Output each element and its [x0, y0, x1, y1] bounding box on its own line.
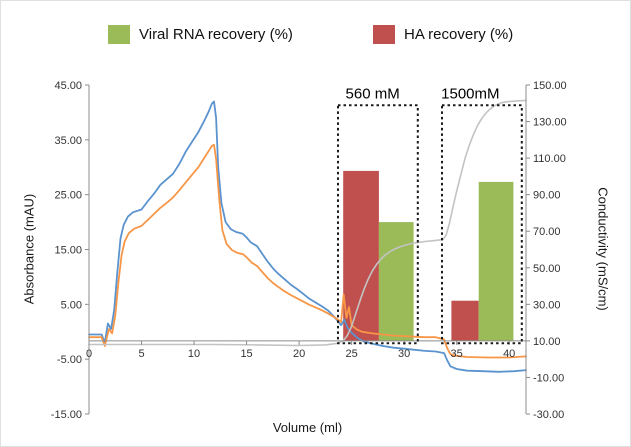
right-tick-label: 150.00 — [533, 80, 567, 92]
x-axis-title: Volume (ml) — [272, 420, 343, 435]
x-tick-label: 5 — [138, 348, 144, 360]
x-tick-label: 25 — [345, 348, 357, 360]
left-tick-label: 25.00 — [54, 190, 82, 202]
x-tick-label: 10 — [188, 348, 200, 360]
recovery-bar-3 — [478, 181, 514, 341]
x-tick-label: 35 — [451, 348, 463, 360]
x-tick-label: 15 — [240, 348, 252, 360]
right-tick-label: 110.00 — [533, 153, 566, 165]
recovery-bar-2 — [451, 300, 479, 341]
elution-window-box-1 — [441, 104, 523, 345]
right-tick-label: 10.00 — [533, 336, 561, 348]
right-y-axis-title: Conductivity (mS/cm) — [595, 187, 611, 311]
recovery-bar-1 — [378, 222, 414, 341]
left-tick-label: -5.00 — [57, 354, 82, 366]
left-tick-label: 35.00 — [54, 135, 82, 147]
right-tick-label: 130.00 — [533, 117, 567, 129]
left-tick-label: 15.00 — [54, 245, 82, 257]
conductivity-trace-line — [88, 99, 527, 347]
x-tick-label: 30 — [398, 348, 410, 360]
right-tick-label: -30.00 — [533, 409, 564, 421]
absorbance-trace-blue-line — [88, 100, 527, 373]
viral-rna-legend-label: Viral RNA recovery (%) — [139, 26, 293, 43]
legend-item-ha: HA recovery (%) — [373, 25, 513, 44]
left-tick-label: 5.00 — [61, 299, 82, 311]
recovery-bar-0 — [343, 170, 379, 341]
concentration-label-0: 560 mM — [346, 85, 400, 102]
x-tick-label: 0 — [86, 348, 92, 360]
ha-legend-label: HA recovery (%) — [404, 26, 514, 43]
viral-rna-legend-swatch — [108, 25, 130, 44]
x-tick-label: 40 — [503, 348, 515, 360]
ha-legend-swatch — [373, 25, 395, 44]
left-tick-label: -15.00 — [51, 409, 82, 421]
right-tick-label: 90.00 — [533, 190, 561, 202]
legend-item-viral-rna: Viral RNA recovery (%) — [108, 25, 293, 44]
elution-window-box-0 — [337, 104, 419, 345]
left-tick-label: 45.00 — [54, 80, 82, 92]
concentration-label-1: 1500mM — [441, 85, 499, 102]
right-tick-label: -10.00 — [533, 372, 564, 384]
right-tick-label: 50.00 — [533, 263, 561, 275]
right-tick-label: 70.00 — [533, 226, 561, 238]
right-tick-label: 30.00 — [533, 299, 561, 311]
left-y-axis-title: Absorbance (mAU) — [21, 193, 37, 305]
x-tick-label: 20 — [293, 348, 305, 360]
absorbance-trace-orange-line — [88, 143, 527, 359]
